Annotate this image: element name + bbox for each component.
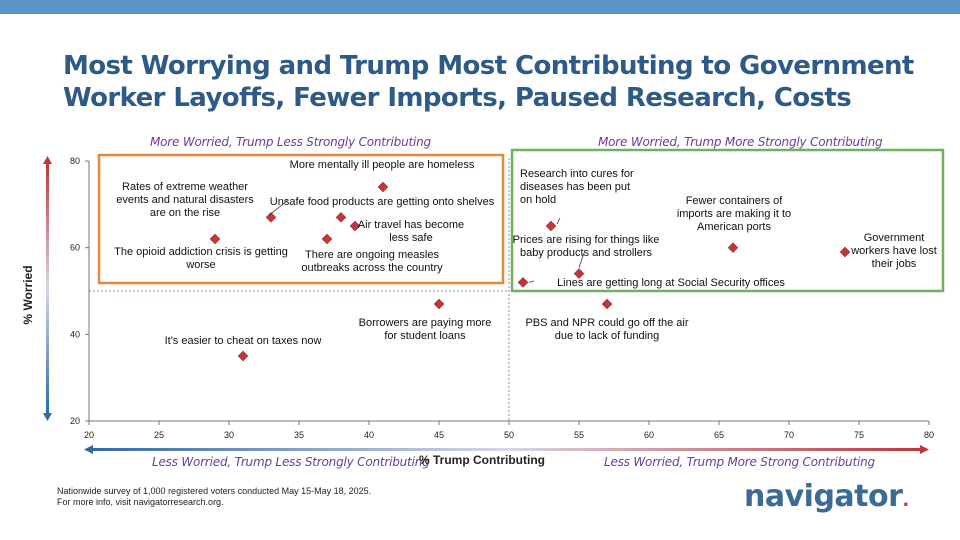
y-tick-label: 80	[70, 156, 80, 166]
page-title: Most Worrying and Trump Most Contributin…	[63, 50, 943, 114]
x-tick-label: 20	[84, 430, 94, 440]
x-gradient-arrow	[92, 448, 920, 451]
label-leader-line	[528, 280, 535, 283]
point-label: Prices are rising for things like baby pr…	[513, 234, 660, 259]
point-label: Air travel has become less safe	[358, 219, 464, 244]
logo-dot: .	[902, 490, 909, 511]
x-tick-label: 80	[924, 430, 934, 440]
quadrant-label-top-right: More Worried, Trump More Strongly Contri…	[598, 135, 883, 149]
x-tick-label: 70	[784, 430, 794, 440]
logo-text: navigator	[744, 479, 903, 514]
x-tick-label: 55	[574, 430, 584, 440]
data-point-marker	[265, 211, 277, 223]
quadrant-label-bottom-right: Less Worried, Trump More Strong Contribu…	[604, 455, 875, 469]
x-arrow-left-head	[84, 445, 93, 454]
x-tick-label: 30	[224, 430, 234, 440]
green-highlight-box	[510, 148, 945, 293]
y-tick-label: 20	[70, 416, 80, 426]
y-arrow-top-head	[43, 156, 52, 164]
title-line-2: Worker Layoffs, Fewer Imports, Paused Re…	[63, 83, 852, 113]
data-point-marker	[517, 276, 529, 288]
x-tick-label: 65	[714, 430, 724, 440]
point-label: More mentally ill people are homeless	[290, 159, 475, 171]
x-tick-label: 40	[364, 430, 374, 440]
point-label: Unsafe food products are getting onto sh…	[270, 196, 495, 208]
point-label: There are ongoing measles outbreaks acros…	[301, 249, 443, 274]
y-arrow-bottom-head	[43, 413, 52, 421]
point-label: The opioid addiction crisis is getting wo…	[114, 246, 288, 271]
y-gradient-arrow	[46, 163, 49, 413]
footnote-line-2: For more info, visit navigatorresearch.o…	[57, 497, 224, 507]
point-label: Research into cures for diseases has been…	[520, 168, 634, 206]
quadrant-label-bottom-left: Less Worried, Trump Less Strongly Contri…	[152, 455, 430, 469]
data-point-marker	[839, 246, 851, 258]
x-tick-label: 25	[154, 430, 164, 440]
data-point-marker	[545, 220, 557, 232]
data-point-marker	[321, 233, 333, 245]
x-tick-label: 45	[434, 430, 444, 440]
y-axis-title: % Worried	[21, 265, 35, 325]
footnote: Nationwide survey of 1,000 registered vo…	[57, 486, 371, 508]
point-label: PBS and NPR could go off the air due to l…	[525, 317, 688, 342]
navigator-logo: navigator.	[744, 479, 909, 514]
quadrant-label-top-left: More Worried, Trump Less Strongly Contri…	[150, 135, 431, 149]
x-tick-label: 75	[854, 430, 864, 440]
label-leader-line	[556, 217, 561, 225]
point-label: Government workers have lost their jobs	[850, 232, 937, 270]
footnote-line-1: Nationwide survey of 1,000 registered vo…	[57, 486, 372, 496]
point-label: Fewer containers of imports are making it…	[677, 195, 791, 233]
y-tick-label: 40	[70, 329, 80, 339]
label-leader-line	[268, 199, 289, 216]
x-tick-label: 60	[644, 430, 654, 440]
data-point-marker	[433, 298, 445, 310]
data-point-marker	[601, 298, 613, 310]
label-leader-line	[578, 252, 585, 268]
data-point-marker	[349, 220, 361, 232]
x-tick-label: 50	[504, 430, 514, 440]
x-arrow-right-head	[920, 445, 929, 454]
title-line-1: Most Worrying and Trump Most Contributin…	[63, 51, 914, 81]
top-accent-bar	[0, 0, 960, 14]
point-label: Lines are getting long at Social Securit…	[557, 277, 785, 289]
point-label: Borrowers are paying more for student loa…	[359, 317, 492, 342]
data-point-marker	[237, 350, 249, 362]
point-label: It's easier to cheat on taxes now	[165, 335, 322, 347]
data-point-marker	[727, 242, 739, 254]
orange-highlight-box	[97, 153, 505, 285]
x-axis-title: % Trump Contributing	[419, 453, 545, 467]
x-tick-label: 35	[294, 430, 304, 440]
data-point-marker	[335, 211, 347, 223]
data-point-marker	[377, 181, 389, 193]
y-tick-label: 60	[70, 243, 80, 253]
data-point-marker	[573, 268, 585, 280]
data-point-marker	[209, 233, 221, 245]
point-label: Rates of extreme weather events and natur…	[116, 181, 254, 219]
